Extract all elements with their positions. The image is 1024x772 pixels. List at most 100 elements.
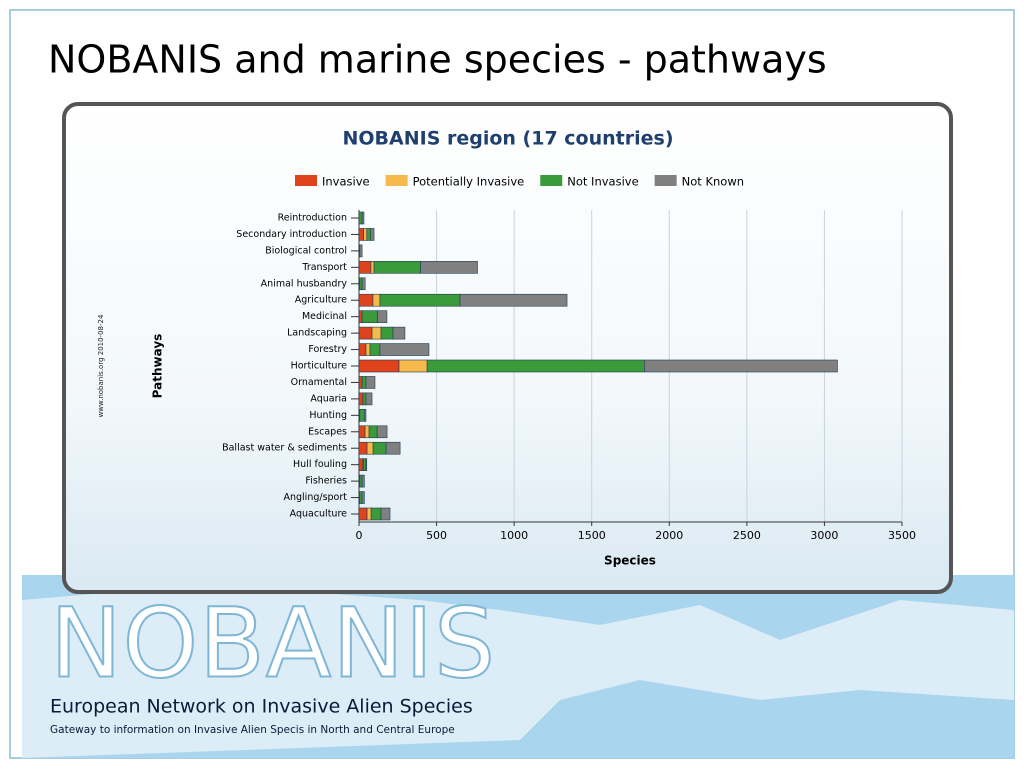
bar-segment: [361, 310, 378, 323]
footer-logo: NOBANIS: [50, 587, 495, 699]
bar-segment: [366, 228, 371, 241]
bar-segment: [370, 228, 375, 241]
bar-segment: [358, 425, 366, 439]
bar-segment: [361, 211, 365, 225]
bar-segment: [363, 458, 367, 471]
x-tick-label: 2000: [655, 529, 683, 542]
bar-segment: [644, 359, 838, 373]
bar-segment: [358, 310, 363, 323]
y-tick-label: Ornamental: [291, 377, 347, 388]
y-tick-label: Animal husbandry: [261, 278, 348, 289]
bar-segment: [359, 491, 363, 504]
y-tick-label: Hull fouling: [293, 459, 347, 470]
chart-panel: [62, 102, 953, 594]
bar-segment: [366, 441, 374, 455]
bar-segment: [379, 293, 461, 307]
x-tick-label: 3000: [810, 529, 838, 542]
y-tick-label: Angling/sport: [283, 492, 347, 503]
legend-label: Not Known: [682, 175, 744, 189]
y-tick-label: Escapes: [308, 426, 347, 437]
x-axis-label: Species: [604, 554, 656, 568]
slide-title: NOBANIS and marine species - pathways: [48, 38, 827, 82]
y-tick-label: Agriculture: [295, 295, 347, 306]
bar-segment: [370, 261, 375, 274]
y-tick-label: Hunting: [309, 410, 347, 421]
bar-segment: [358, 211, 363, 225]
y-tick-label: Secondary introduction: [236, 229, 347, 240]
bar-segment: [376, 425, 388, 439]
legend-label: Potentially Invasive: [413, 175, 525, 189]
bar-segment: [358, 326, 373, 340]
bar-segment: [426, 359, 645, 373]
legend-label: Invasive: [322, 175, 370, 189]
chart-title: NOBANIS region (17 countries): [342, 128, 673, 150]
bar-segment: [371, 326, 382, 340]
legend-swatch: [540, 175, 563, 186]
bar-segment: [379, 343, 430, 356]
y-tick-label: Horticulture: [291, 361, 348, 372]
bar-segment: [358, 261, 372, 274]
bar-segment: [373, 261, 421, 274]
y-tick-label: Forestry: [308, 344, 347, 355]
y-tick-label: Medicinal: [302, 311, 347, 322]
y-tick-label: Aquaculture: [290, 509, 348, 520]
y-tick-label: Fisheries: [305, 476, 347, 487]
bar-segment: [362, 392, 367, 406]
bar-segment: [358, 293, 374, 307]
y-tick-label: Ballast water & sediments: [222, 443, 347, 454]
y-tick-label: Transport: [301, 262, 347, 273]
bar-segment: [459, 293, 568, 307]
y-axis-label: Pathways: [151, 334, 165, 399]
bar-segment: [359, 277, 363, 291]
bar-segment: [359, 474, 363, 488]
bar-segment: [361, 277, 366, 291]
legend-swatch: [385, 175, 408, 186]
x-tick-label: 1500: [578, 529, 606, 542]
chart-source: www.nobanis.org 2010-08-24: [97, 314, 105, 417]
bar-segment: [361, 376, 367, 389]
bar-segment: [370, 507, 382, 521]
bar-segment: [365, 392, 373, 406]
x-tick-label: 2500: [733, 529, 761, 542]
x-tick-label: 3500: [888, 529, 916, 542]
legend-swatch: [654, 175, 677, 186]
bar-segment: [359, 409, 365, 422]
bar-segment: [365, 343, 371, 356]
x-tick-label: 1000: [500, 529, 528, 542]
bar-segment: [359, 244, 363, 258]
bar-segment: [380, 507, 391, 521]
y-tick-label: Aquaria: [310, 393, 347, 404]
bar-segment: [380, 326, 394, 340]
bar-segment: [358, 507, 368, 521]
bar-segment: [365, 458, 368, 471]
map-land: [22, 585, 1014, 758]
bar-segment: [358, 458, 364, 471]
bar-segment: [372, 441, 387, 455]
bar-segment: [398, 359, 428, 373]
bar-segment: [369, 343, 381, 356]
footer-tagline: Gateway to information on Invasive Alien…: [50, 724, 455, 736]
bar-segment: [366, 507, 372, 521]
y-tick-label: Reintroduction: [278, 213, 347, 224]
y-tick-label: Landscaping: [287, 328, 347, 339]
bar-segment: [358, 441, 368, 455]
bar-segment: [377, 310, 388, 323]
bar-segment: [358, 343, 367, 356]
footer-network: European Network on Invasive Alien Speci…: [50, 696, 473, 718]
bar-segment: [361, 491, 365, 504]
legend-swatch: [295, 175, 317, 186]
bar-segment: [372, 293, 381, 307]
bar-segment: [358, 392, 364, 406]
bar-segment: [358, 376, 363, 389]
bar-segment: [392, 326, 406, 340]
bar-segment: [361, 474, 365, 488]
bar-segment: [365, 376, 376, 389]
bar-segment: [358, 228, 364, 241]
legend-label: Not Invasive: [567, 175, 638, 189]
bar-segment: [363, 228, 368, 241]
bar-segment: [358, 359, 400, 373]
bar-segment: [385, 441, 401, 455]
x-tick-label: 500: [426, 529, 447, 542]
bar-segment: [364, 409, 367, 422]
